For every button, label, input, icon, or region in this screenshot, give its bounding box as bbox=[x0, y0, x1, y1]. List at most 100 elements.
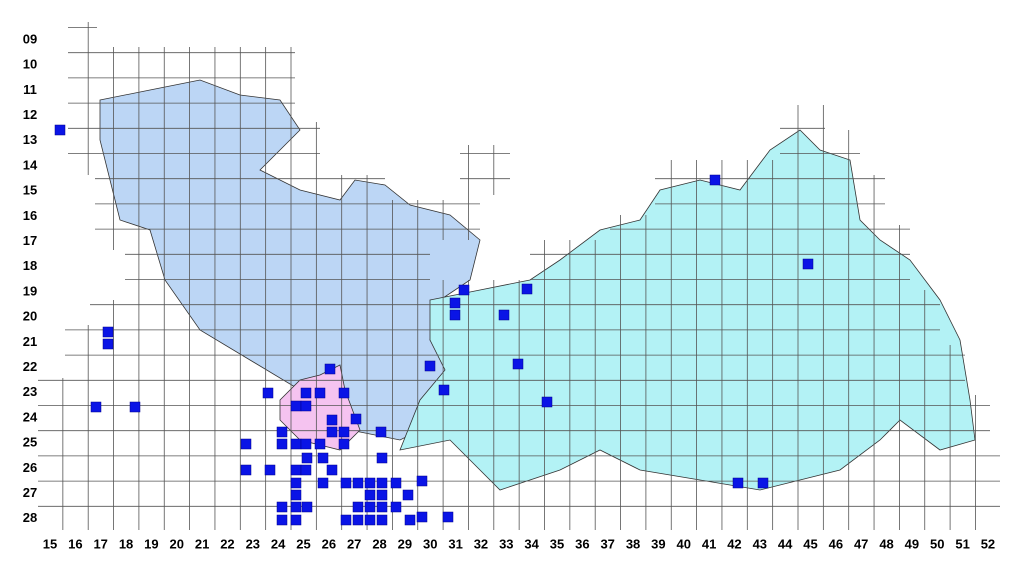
row-label: 14 bbox=[23, 157, 38, 172]
record-square bbox=[290, 501, 302, 513]
record-square bbox=[300, 387, 312, 399]
record-square bbox=[290, 400, 302, 412]
column-label: 40 bbox=[677, 536, 691, 551]
record-square bbox=[449, 297, 461, 309]
record-square bbox=[240, 464, 252, 476]
row-label: 10 bbox=[23, 57, 37, 72]
record-square bbox=[375, 426, 387, 438]
record-square bbox=[102, 338, 114, 350]
column-label: 32 bbox=[474, 536, 488, 551]
record-square bbox=[301, 452, 313, 464]
column-label: 47 bbox=[854, 536, 868, 551]
record-square bbox=[338, 438, 350, 450]
record-square bbox=[364, 477, 376, 489]
column-label: 34 bbox=[524, 536, 539, 551]
record-square bbox=[276, 438, 288, 450]
record-square bbox=[424, 360, 436, 372]
record-square bbox=[438, 384, 450, 396]
row-label: 18 bbox=[23, 258, 37, 273]
column-label: 20 bbox=[170, 536, 184, 551]
column-label: 36 bbox=[575, 536, 589, 551]
record-square bbox=[290, 438, 302, 450]
column-label: 28 bbox=[372, 536, 386, 551]
column-label: 15 bbox=[43, 536, 57, 551]
column-label: 42 bbox=[727, 536, 741, 551]
record-square bbox=[416, 475, 428, 487]
record-square bbox=[90, 401, 102, 413]
row-label: 15 bbox=[23, 183, 37, 198]
record-square bbox=[324, 363, 336, 375]
record-square bbox=[290, 464, 302, 476]
column-label: 18 bbox=[119, 536, 133, 551]
column-label: 35 bbox=[550, 536, 564, 551]
row-label: 27 bbox=[23, 485, 37, 500]
row-label: 17 bbox=[23, 233, 37, 248]
record-square bbox=[390, 477, 402, 489]
column-label: 22 bbox=[220, 536, 234, 551]
record-square bbox=[376, 501, 388, 513]
records bbox=[54, 124, 814, 526]
record-square bbox=[300, 438, 312, 450]
record-square bbox=[364, 501, 376, 513]
column-label: 51 bbox=[955, 536, 969, 551]
record-square bbox=[350, 413, 362, 425]
record-square bbox=[338, 426, 350, 438]
column-label: 29 bbox=[398, 536, 412, 551]
record-square bbox=[54, 124, 66, 136]
row-label: 28 bbox=[23, 510, 37, 525]
record-square bbox=[300, 400, 312, 412]
column-label: 16 bbox=[68, 536, 82, 551]
row-label: 20 bbox=[23, 309, 37, 324]
column-label: 25 bbox=[296, 536, 310, 551]
record-square bbox=[376, 489, 388, 501]
record-square bbox=[276, 501, 288, 513]
record-square bbox=[317, 477, 329, 489]
record-square bbox=[376, 477, 388, 489]
record-square bbox=[290, 514, 302, 526]
column-label: 41 bbox=[702, 536, 716, 551]
record-square bbox=[458, 284, 470, 296]
record-square bbox=[290, 489, 302, 501]
column-label: 24 bbox=[271, 536, 286, 551]
record-square bbox=[449, 309, 461, 321]
record-square bbox=[300, 464, 312, 476]
row-label: 19 bbox=[23, 283, 37, 298]
record-square bbox=[404, 514, 416, 526]
column-label: 49 bbox=[905, 536, 919, 551]
row-label: 24 bbox=[23, 409, 38, 424]
column-label: 37 bbox=[600, 536, 614, 551]
record-square bbox=[512, 358, 524, 370]
record-square bbox=[541, 396, 553, 408]
row-label: 09 bbox=[23, 31, 37, 46]
column-label: 38 bbox=[626, 536, 640, 551]
record-square bbox=[709, 174, 721, 186]
record-square bbox=[262, 387, 274, 399]
record-square bbox=[390, 501, 402, 513]
column-label: 30 bbox=[423, 536, 437, 551]
record-square bbox=[301, 501, 313, 513]
row-label: 12 bbox=[23, 107, 37, 122]
record-square bbox=[498, 309, 510, 321]
column-label: 48 bbox=[879, 536, 893, 551]
record-square bbox=[317, 452, 329, 464]
column-label: 19 bbox=[144, 536, 158, 551]
record-square bbox=[102, 326, 114, 338]
record-square bbox=[521, 283, 533, 295]
record-square bbox=[376, 452, 388, 464]
column-label: 27 bbox=[347, 536, 361, 551]
record-square bbox=[364, 514, 376, 526]
row-label: 13 bbox=[23, 132, 37, 147]
record-square bbox=[290, 477, 302, 489]
column-label: 31 bbox=[448, 536, 462, 551]
column-label: 50 bbox=[930, 536, 944, 551]
record-square bbox=[376, 514, 388, 526]
land-areas bbox=[99, 79, 976, 491]
column-label: 52 bbox=[981, 536, 995, 551]
record-square bbox=[326, 426, 338, 438]
row-label: 11 bbox=[23, 82, 37, 97]
record-square bbox=[326, 464, 338, 476]
column-label: 23 bbox=[246, 536, 260, 551]
column-label: 21 bbox=[195, 536, 209, 551]
record-square bbox=[314, 387, 326, 399]
column-label: 39 bbox=[651, 536, 665, 551]
